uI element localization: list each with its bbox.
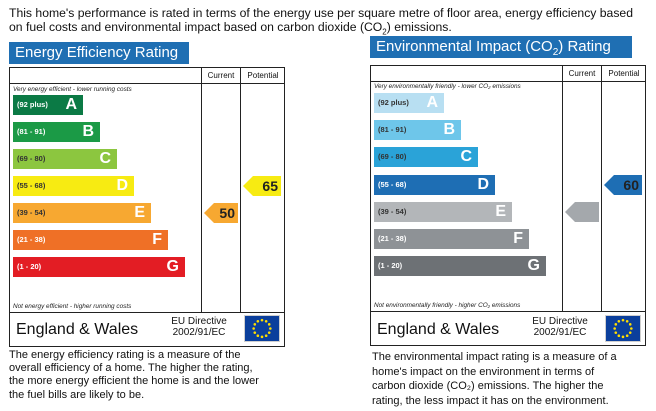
band-letter: E — [495, 202, 506, 220]
environment-chart-title: Environmental Impact (CO2) Rating — [370, 36, 632, 58]
band-f: (21 - 38) F — [13, 230, 168, 250]
current-column-divider — [201, 68, 202, 312]
potential-rating-arrow: 65 — [243, 176, 281, 196]
eu-directive: EU Directive 2002/91/EC — [171, 316, 227, 338]
header-divider — [10, 83, 284, 84]
energy-chart-frame: Current Potential Very energy efficient … — [9, 67, 285, 347]
band-range: (55 - 68) — [17, 181, 46, 190]
band-letter: C — [99, 150, 111, 167]
environment-chart-frame: Current Potential Very environmentally f… — [370, 65, 646, 346]
band-letter: D — [116, 177, 128, 194]
band-range: (39 - 54) — [17, 208, 46, 217]
top-note: Very energy efficient - lower running co… — [13, 86, 132, 93]
intro-line-2: on fuel costs and environmental impact b… — [9, 20, 452, 37]
environment-description: The environmental impact rating is a mea… — [372, 351, 617, 407]
band-range: (92 plus) — [378, 98, 409, 107]
energy-description: The energy efficiency rating is a measur… — [9, 349, 259, 401]
top-note: Very environmentally friendly - lower CO… — [374, 83, 521, 90]
eu-stars — [252, 318, 272, 339]
current-column-header: Current — [568, 69, 596, 78]
band-range: (39 - 54) — [378, 206, 407, 216]
band-range: (69 - 80) — [17, 154, 46, 163]
band-letter: G — [527, 257, 540, 275]
band-g: (1 - 20) G — [13, 257, 185, 277]
band-range: (81 - 91) — [17, 127, 46, 136]
intro-line-1: This home's performance is rated in term… — [9, 6, 633, 20]
band-range: (69 - 80) — [378, 152, 407, 162]
band-c: (69 - 80) C — [13, 149, 117, 169]
band-d: (55 - 68) D — [374, 174, 495, 195]
eu-flag-icon — [605, 315, 641, 342]
energy-efficiency-chart: Energy Efficiency Rating Current Potenti… — [9, 42, 285, 347]
current-column-divider — [562, 66, 563, 311]
band-d: (55 - 68) D — [13, 176, 134, 196]
potential-arrow-shape — [604, 174, 642, 195]
band-letter: E — [134, 204, 145, 221]
band-letter: D — [477, 175, 489, 193]
band-b: (81 - 91) B — [374, 120, 461, 141]
current-column-header: Current — [207, 71, 235, 80]
band-b: (81 - 91) B — [13, 122, 100, 142]
region-label: England & Wales — [16, 321, 139, 338]
current-arrow-shape — [565, 201, 599, 222]
band-range: (1 - 20) — [378, 261, 403, 271]
band-g: (1 - 20) G — [374, 256, 546, 277]
energy-chart-title: Energy Efficiency Rating — [9, 42, 189, 64]
band-f: (21 - 38) F — [374, 229, 529, 249]
current-arrow-shape — [204, 203, 238, 223]
footer-divider — [10, 312, 284, 313]
band-letter: B — [443, 121, 455, 139]
potential-rating-value: 65 — [262, 178, 278, 194]
eu-stars — [613, 318, 633, 339]
potential-column-divider — [240, 68, 241, 312]
eu-directive: EU Directive 2002/91/EC — [532, 316, 588, 338]
band-range: (21 - 38) — [378, 234, 407, 243]
intro-text: This home's performance is rated in term… — [9, 6, 649, 39]
potential-column-divider — [601, 66, 602, 311]
band-a: (92 plus) A — [374, 93, 444, 113]
band-letter: G — [166, 258, 179, 275]
footer-divider — [371, 311, 645, 312]
potential-arrow-shape — [243, 176, 281, 196]
potential-rating-arrow: 60 — [604, 174, 642, 195]
band-a: (92 plus) A — [13, 95, 83, 115]
header-divider — [371, 81, 645, 82]
band-letter: B — [82, 123, 94, 140]
band-range: (55 - 68) — [378, 179, 407, 189]
band-e: (39 - 54) E — [13, 203, 151, 223]
band-range: (1 - 20) — [17, 262, 42, 271]
current-rating-arrow — [565, 201, 599, 222]
potential-rating-value: 60 — [623, 176, 639, 193]
band-range: (81 - 91) — [378, 125, 407, 135]
potential-column-header: Potential — [608, 69, 640, 78]
band-letter: F — [513, 230, 523, 247]
band-e: (39 - 54) E — [374, 201, 512, 222]
potential-column-header: Potential — [247, 71, 279, 80]
current-rating-value: 50 — [219, 205, 235, 221]
region-label: England & Wales — [377, 321, 500, 338]
bottom-note: Not environmentally friendly - higher CO… — [374, 302, 521, 309]
eu-flag-icon — [244, 315, 280, 342]
band-letter: A — [426, 94, 438, 111]
band-range: (92 plus) — [17, 100, 48, 109]
band-letter: F — [152, 231, 162, 248]
band-letter: C — [460, 148, 472, 166]
band-letter: A — [65, 96, 77, 113]
current-rating-arrow: 50 — [204, 203, 238, 223]
environmental-impact-chart: Environmental Impact (CO2) Rating Curren… — [370, 36, 646, 346]
band-range: (21 - 38) — [17, 235, 46, 244]
band-c: (69 - 80) C — [374, 147, 478, 168]
bottom-note: Not energy efficient - higher running co… — [13, 303, 132, 310]
